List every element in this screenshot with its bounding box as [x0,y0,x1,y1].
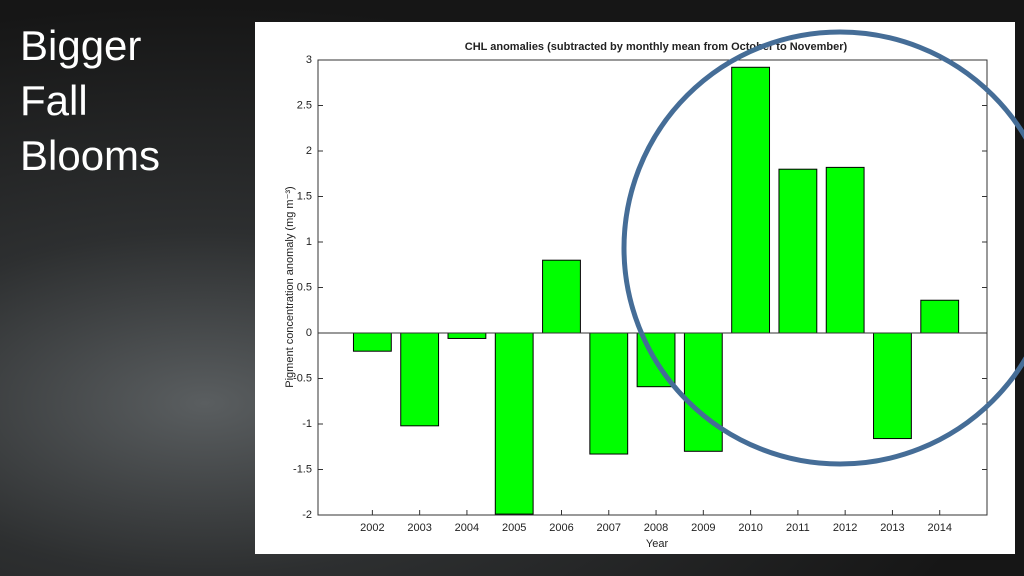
x-tick-label: 2002 [360,522,384,534]
bar [825,166,865,334]
x-tick-label: 2008 [644,522,668,534]
y-tick-label: 0.5 [297,281,312,293]
bar [731,66,771,334]
x-tick-label: 2013 [880,522,904,534]
y-axis-label: Pigment concentration anomaly (mg m⁻³) [284,186,296,387]
chart-panel [255,22,1015,554]
chart-title: CHL anomalies (subtracted by monthly mea… [465,41,848,53]
y-tick-label: 1 [306,236,312,248]
slide-title: Bigger Fall Blooms [20,22,161,179]
bar [683,332,723,452]
x-tick-label: 2003 [407,522,431,534]
bar [400,332,440,427]
y-tick-label: -0.5 [293,372,312,384]
x-tick-label: 2010 [738,522,762,534]
bar [920,299,960,334]
x-tick-label: 2006 [549,522,573,534]
bar [589,332,629,455]
y-tick-label: 2 [306,145,312,157]
x-tick-label: 2009 [691,522,715,534]
x-tick-label: 2011 [786,522,810,534]
y-tick-label: 3 [306,54,312,66]
x-tick-label: 2014 [927,522,951,534]
axes-box [317,59,988,516]
x-tick-label: 2007 [597,522,621,534]
bar [778,168,818,334]
y-tick-label: 2.5 [297,99,312,111]
x-axis-label: Year [646,538,669,550]
y-tick-label: -1 [302,418,312,430]
y-tick-label: 1.5 [297,190,312,202]
bar [447,332,487,339]
bar [494,332,534,515]
highlight-circle [621,29,1024,467]
x-tick-label: 2005 [502,522,526,534]
y-tick-label: -1.5 [293,463,312,475]
x-tick-label: 2004 [455,522,479,534]
x-tick-label: 2012 [833,522,857,534]
bar [542,259,581,334]
bar [873,332,912,440]
bar [352,332,392,352]
y-tick-label: 0 [306,327,312,339]
y-tick-label: -2 [302,509,312,521]
